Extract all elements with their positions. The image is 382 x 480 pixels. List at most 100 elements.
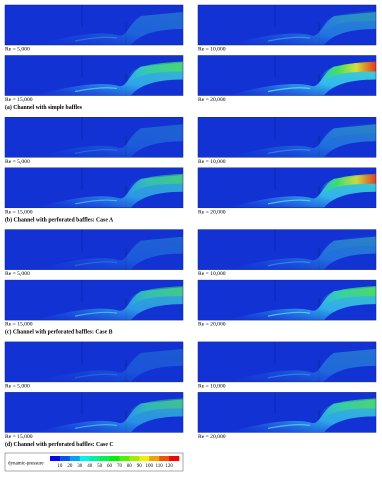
baffle-upper [81,229,83,252]
panel-label: Re = 5,000 [5,271,30,277]
contour-plot [4,167,184,209]
contour-plot [197,117,377,158]
panel-label: Re = 5,000 [5,159,30,165]
plot-border [4,229,184,270]
contour-plot [197,229,377,270]
contour-plot [4,117,184,158]
contour-plot [197,392,377,433]
colorbar-tick-label: 80 [127,464,133,469]
jet-core [320,286,376,307]
panel-label: Re = 20,000 [198,322,226,328]
panel-label: Re = 10,000 [198,383,226,389]
plot-border [4,55,184,96]
colorbar-segment [159,456,170,461]
colorbar-segment [69,456,81,461]
shear-streak [74,311,118,317]
panel-label: Re = 10,000 [198,271,226,277]
colorbar-tick-label: 30 [77,464,83,469]
baffle-upper [81,55,83,78]
baffle-upper [274,117,276,140]
baffle-upper [274,5,276,27]
jet-core [320,11,376,31]
colorbar-segment [149,456,160,461]
shear-streak [74,373,118,379]
colorbar-segment [50,456,61,461]
panel-label: Re = 15,000 [5,322,33,328]
contour-plot [197,279,377,321]
plot-border [4,392,184,433]
plot-border [197,167,377,209]
jet-core [127,398,183,419]
shear-streak [267,311,311,317]
contour-plot [197,55,377,96]
plot-border [4,167,184,209]
baffle-upper [81,341,83,364]
colorbar-tick-label: 60 [107,464,113,469]
contour-plot [4,55,184,96]
plot-border [197,55,377,96]
shear-streak [267,261,311,267]
panel-label: Re = 5,000 [5,383,30,389]
shear-streak [267,87,311,93]
baffle-upper [81,117,83,140]
contour-plot [4,392,184,433]
panel-label: Re = 10,000 [198,159,226,165]
figure-caption: (c) Channel with perforated baffles: Cas… [5,329,113,336]
figure-caption: (d) Channel with perforated baffles: Cas… [5,441,114,448]
jet-core [320,173,376,194]
shear-streak [74,87,118,93]
shear-streak [74,36,118,42]
contour-plot [4,279,184,321]
shear-streak [74,148,118,154]
flow-band [35,12,183,45]
flow-band [228,348,376,382]
baffle-upper [81,280,83,303]
plot-border [197,341,377,383]
shear-streak [267,148,311,154]
figure-caption: (b) Channel with perforated baffles: Cas… [5,216,114,223]
colorbar-segment [79,456,90,461]
colorbar-tick-label: 20 [67,464,73,469]
colorbar-title: dynamic-pressure [8,462,44,467]
panel-label: Re = 15,000 [5,209,33,215]
colorbar-segment [109,456,120,461]
plot-border [4,279,184,321]
baffle-upper [81,392,83,415]
figure-caption: (a) Channel with simple baffles [5,104,83,111]
colorbar-segment [169,456,180,461]
plot-border [197,117,377,158]
jet-core [320,61,376,82]
plot-border [197,392,377,433]
shear-streak [267,199,311,205]
colorbar-segment [139,456,150,461]
shear-streak [74,199,118,205]
baffle-upper [274,280,276,303]
jet-core [320,123,376,144]
shear-streak [74,424,118,429]
shear-streak [267,424,311,429]
flow-band [35,236,183,270]
plot-border [197,229,377,270]
flow-band [35,124,183,158]
contour-plot [197,341,377,383]
jet-core [127,286,183,307]
contour-plot [4,4,184,46]
baffle-upper [274,167,276,190]
contour-plot [4,229,184,270]
shear-streak [267,373,311,379]
shear-streak [74,261,118,267]
panel-label: Re = 20,000 [198,97,226,103]
colorbar-segment [99,456,110,461]
colorbar-segment [119,456,130,461]
jet-core [127,173,183,194]
contour-plot [4,341,184,383]
plot-border [197,279,377,321]
panel-label: Re = 5,000 [5,47,30,53]
colorbar-tick-label: 10 [57,464,63,469]
jet-core [320,398,376,419]
plot-border [4,341,184,383]
panel-label: Re = 15,000 [5,97,33,103]
colorbar-tick-label: 120 [165,464,173,469]
colorbar-tick-label: 40 [87,464,93,469]
